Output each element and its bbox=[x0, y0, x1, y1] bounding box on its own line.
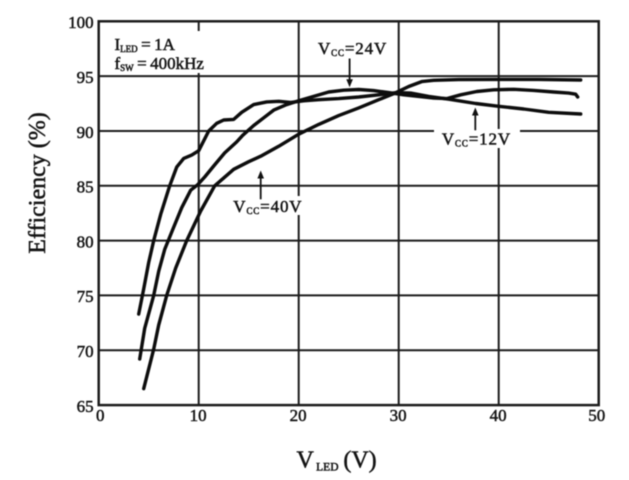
svg-text:30: 30 bbox=[390, 406, 407, 425]
svg-text:90: 90 bbox=[77, 123, 94, 142]
svg-text:VCC=12V: VCC=12V bbox=[442, 130, 511, 149]
svg-text:50: 50 bbox=[588, 406, 605, 425]
svg-text:100: 100 bbox=[68, 13, 94, 32]
svg-text:Efficiency (%): Efficiency (%) bbox=[25, 112, 51, 253]
svg-text:40: 40 bbox=[490, 406, 507, 425]
svg-text:fSW = 400kHz: fSW = 400kHz bbox=[115, 54, 205, 73]
svg-text:75: 75 bbox=[77, 287, 94, 306]
svg-text:0: 0 bbox=[96, 406, 105, 425]
svg-text:80: 80 bbox=[77, 232, 94, 251]
svg-text:65: 65 bbox=[77, 397, 94, 416]
svg-text:VCC=24V: VCC=24V bbox=[318, 39, 387, 58]
svg-text:95: 95 bbox=[77, 68, 94, 87]
svg-text:VCC=40V: VCC=40V bbox=[233, 197, 302, 216]
svg-text:ILED = 1A: ILED = 1A bbox=[115, 35, 176, 54]
svg-text:85: 85 bbox=[77, 178, 94, 197]
svg-text:10: 10 bbox=[190, 406, 207, 425]
svg-text:20: 20 bbox=[290, 406, 307, 425]
svg-text:70: 70 bbox=[77, 342, 94, 361]
